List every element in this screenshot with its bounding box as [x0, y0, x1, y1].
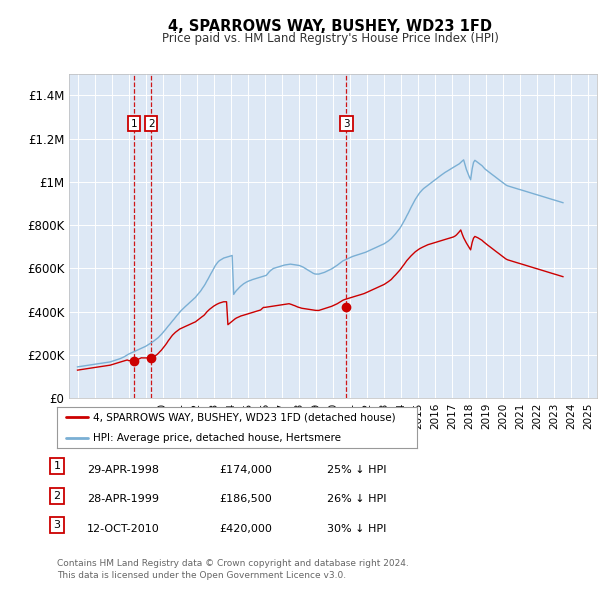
Text: 4, SPARROWS WAY, BUSHEY, WD23 1FD: 4, SPARROWS WAY, BUSHEY, WD23 1FD	[168, 19, 492, 34]
Text: 26% ↓ HPI: 26% ↓ HPI	[327, 494, 386, 504]
Text: 3: 3	[53, 520, 61, 530]
Text: £186,500: £186,500	[219, 494, 272, 504]
Text: Contains HM Land Registry data © Crown copyright and database right 2024.: Contains HM Land Registry data © Crown c…	[57, 559, 409, 568]
Text: 1: 1	[53, 461, 61, 471]
Text: 25% ↓ HPI: 25% ↓ HPI	[327, 465, 386, 475]
Text: 4, SPARROWS WAY, BUSHEY, WD23 1FD (detached house): 4, SPARROWS WAY, BUSHEY, WD23 1FD (detac…	[93, 412, 395, 422]
Text: 2: 2	[53, 491, 61, 501]
Text: 29-APR-1998: 29-APR-1998	[87, 465, 159, 475]
Text: HPI: Average price, detached house, Hertsmere: HPI: Average price, detached house, Hert…	[93, 433, 341, 443]
Text: 12-OCT-2010: 12-OCT-2010	[87, 524, 160, 534]
Text: 2: 2	[148, 119, 155, 129]
Text: 30% ↓ HPI: 30% ↓ HPI	[327, 524, 386, 534]
Text: 1: 1	[131, 119, 137, 129]
Text: Price paid vs. HM Land Registry's House Price Index (HPI): Price paid vs. HM Land Registry's House …	[161, 32, 499, 45]
Text: 3: 3	[343, 119, 350, 129]
Text: £420,000: £420,000	[219, 524, 272, 534]
Text: 28-APR-1999: 28-APR-1999	[87, 494, 159, 504]
Text: £174,000: £174,000	[219, 465, 272, 475]
Text: This data is licensed under the Open Government Licence v3.0.: This data is licensed under the Open Gov…	[57, 571, 346, 579]
